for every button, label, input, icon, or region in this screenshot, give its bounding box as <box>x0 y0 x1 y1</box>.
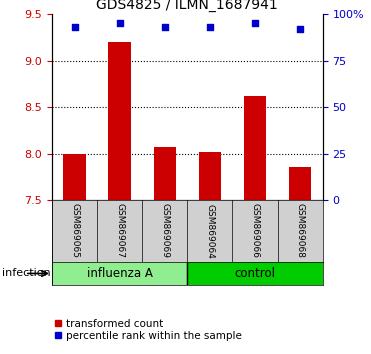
Text: infection: infection <box>2 268 50 279</box>
Text: GSM869069: GSM869069 <box>160 204 169 258</box>
Point <box>162 24 168 30</box>
Text: control: control <box>234 267 276 280</box>
Bar <box>154 147 176 200</box>
Point <box>117 21 123 26</box>
Bar <box>187 262 323 285</box>
Text: GSM869067: GSM869067 <box>115 204 124 258</box>
Text: GSM869068: GSM869068 <box>296 204 305 258</box>
Text: influenza A: influenza A <box>87 267 152 280</box>
Point <box>72 24 78 30</box>
Bar <box>244 96 266 200</box>
Point <box>297 26 303 32</box>
Bar <box>198 152 221 200</box>
Bar <box>63 154 86 200</box>
Bar <box>52 262 187 285</box>
Point <box>252 21 258 26</box>
Text: GSM869066: GSM869066 <box>250 204 260 258</box>
Title: GDS4825 / ILMN_1687941: GDS4825 / ILMN_1687941 <box>96 0 278 12</box>
Text: GSM869065: GSM869065 <box>70 204 79 258</box>
Bar <box>289 167 312 200</box>
Text: GSM869064: GSM869064 <box>206 204 214 258</box>
Bar <box>108 42 131 200</box>
Legend: transformed count, percentile rank within the sample: transformed count, percentile rank withi… <box>50 315 246 345</box>
Point <box>207 24 213 30</box>
